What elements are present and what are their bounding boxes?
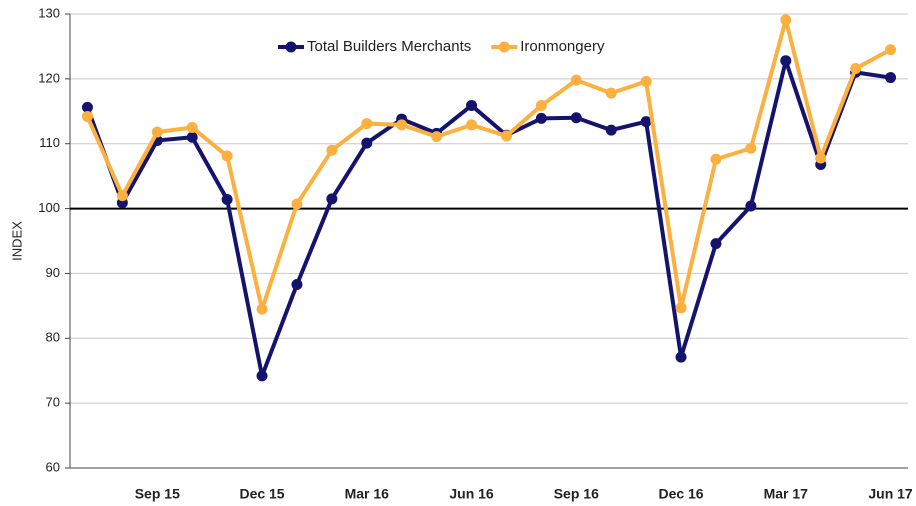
- data-point: [396, 119, 408, 131]
- legend-marker: [498, 41, 510, 53]
- legend-label: Total Builders Merchants: [307, 38, 471, 55]
- data-point: [605, 124, 617, 136]
- data-point: [186, 122, 198, 133]
- data-point: [466, 119, 478, 131]
- data-point: [326, 144, 338, 156]
- x-tick-label: Dec 15: [239, 486, 284, 502]
- data-point: [256, 370, 268, 382]
- data-point: [675, 302, 687, 314]
- data-point: [640, 116, 652, 128]
- data-point: [710, 238, 722, 250]
- data-point: [850, 62, 862, 74]
- y-tick-label: 110: [39, 135, 60, 150]
- x-tick-label: Mar 16: [345, 486, 390, 502]
- data-point: [640, 75, 652, 87]
- y-tick-label: 120: [38, 70, 60, 85]
- x-tick-label: Sep 16: [554, 486, 599, 502]
- data-point: [570, 112, 582, 124]
- data-point: [291, 198, 303, 210]
- data-point: [780, 55, 792, 67]
- data-point: [151, 126, 163, 138]
- data-point: [256, 303, 268, 315]
- y-tick-label: 80: [46, 330, 60, 345]
- data-point: [885, 72, 897, 84]
- data-point: [186, 131, 198, 143]
- data-point: [710, 153, 722, 165]
- data-point: [326, 193, 338, 205]
- x-tick-label: Mar 17: [764, 486, 809, 502]
- data-point: [221, 193, 233, 205]
- y-axis-label: INDEX: [9, 221, 24, 261]
- legend-label: Ironmongery: [520, 38, 605, 55]
- data-point: [535, 112, 547, 124]
- data-point: [675, 351, 687, 363]
- data-point: [885, 44, 897, 56]
- data-point: [815, 152, 827, 164]
- x-tick-label: Jun 17: [868, 486, 913, 502]
- y-tick-label: 60: [46, 459, 60, 474]
- x-tick-label: Jun 16: [449, 486, 494, 502]
- y-tick-label: 70: [46, 395, 60, 410]
- data-point: [431, 131, 443, 143]
- x-tick-label: Dec 16: [658, 486, 703, 502]
- data-point: [745, 200, 757, 212]
- data-point: [535, 99, 547, 111]
- data-point: [116, 190, 128, 202]
- data-point: [500, 130, 512, 142]
- y-tick-label: 90: [46, 265, 60, 280]
- data-point: [291, 278, 303, 290]
- data-point: [361, 118, 373, 130]
- y-tick-label: 100: [38, 200, 60, 215]
- legend-marker: [285, 41, 297, 53]
- series-line: [85, 58, 891, 378]
- data-point: [361, 137, 373, 149]
- data-point: [81, 101, 93, 113]
- series-line: [85, 17, 892, 312]
- data-point: [780, 14, 792, 26]
- data-point: [745, 142, 757, 154]
- y-tick-label: 130: [38, 5, 60, 20]
- data-point: [570, 74, 582, 86]
- x-tick-label: Sep 15: [135, 486, 180, 502]
- data-point: [221, 150, 233, 162]
- data-point: [466, 99, 478, 111]
- data-point: [605, 87, 617, 99]
- data-point: [81, 110, 93, 122]
